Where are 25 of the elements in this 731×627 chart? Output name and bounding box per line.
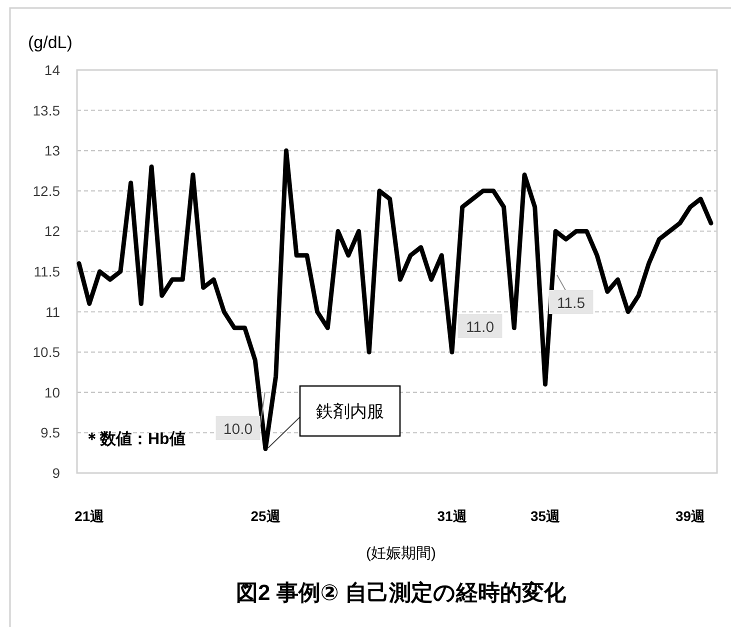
- x-tick-label: 39週: [675, 508, 706, 524]
- y-tick-label: 10: [44, 384, 60, 400]
- annotation: 11.5: [556, 295, 586, 312]
- annotation: 11.0: [466, 319, 494, 336]
- x-tick-label: 25週: [250, 508, 282, 524]
- y-tick-label: 13.5: [32, 102, 60, 118]
- y-tick-label: 9: [52, 465, 60, 481]
- x-tick-label: 31週: [437, 508, 468, 524]
- y-tick-label: 11.5: [34, 264, 60, 280]
- annotation: ＊数値：Hb値: [84, 430, 186, 448]
- y-tick-label: 11: [45, 304, 60, 320]
- y-tick-label: 13: [44, 142, 60, 159]
- x-tick-label: 35週: [530, 508, 562, 524]
- y-tick-label: 12.5: [32, 182, 60, 199]
- y-axis-title: (g/dL): [28, 33, 72, 52]
- x-axis-title: (妊娠期間): [366, 545, 436, 562]
- y-tick-label: 9.5: [40, 424, 60, 441]
- y-tick-label: 10.5: [32, 344, 60, 360]
- text: 図2 事例② 自己測定の経時的変化: [236, 580, 568, 605]
- x-tick-label: 21週: [74, 508, 106, 524]
- y-tick-label: 14: [44, 62, 60, 78]
- line-series: [76, 148, 714, 452]
- y-tick-label: 12: [44, 223, 60, 240]
- annotation: 鉄剤内服: [316, 402, 384, 421]
- annotation: 10.0: [223, 421, 253, 438]
